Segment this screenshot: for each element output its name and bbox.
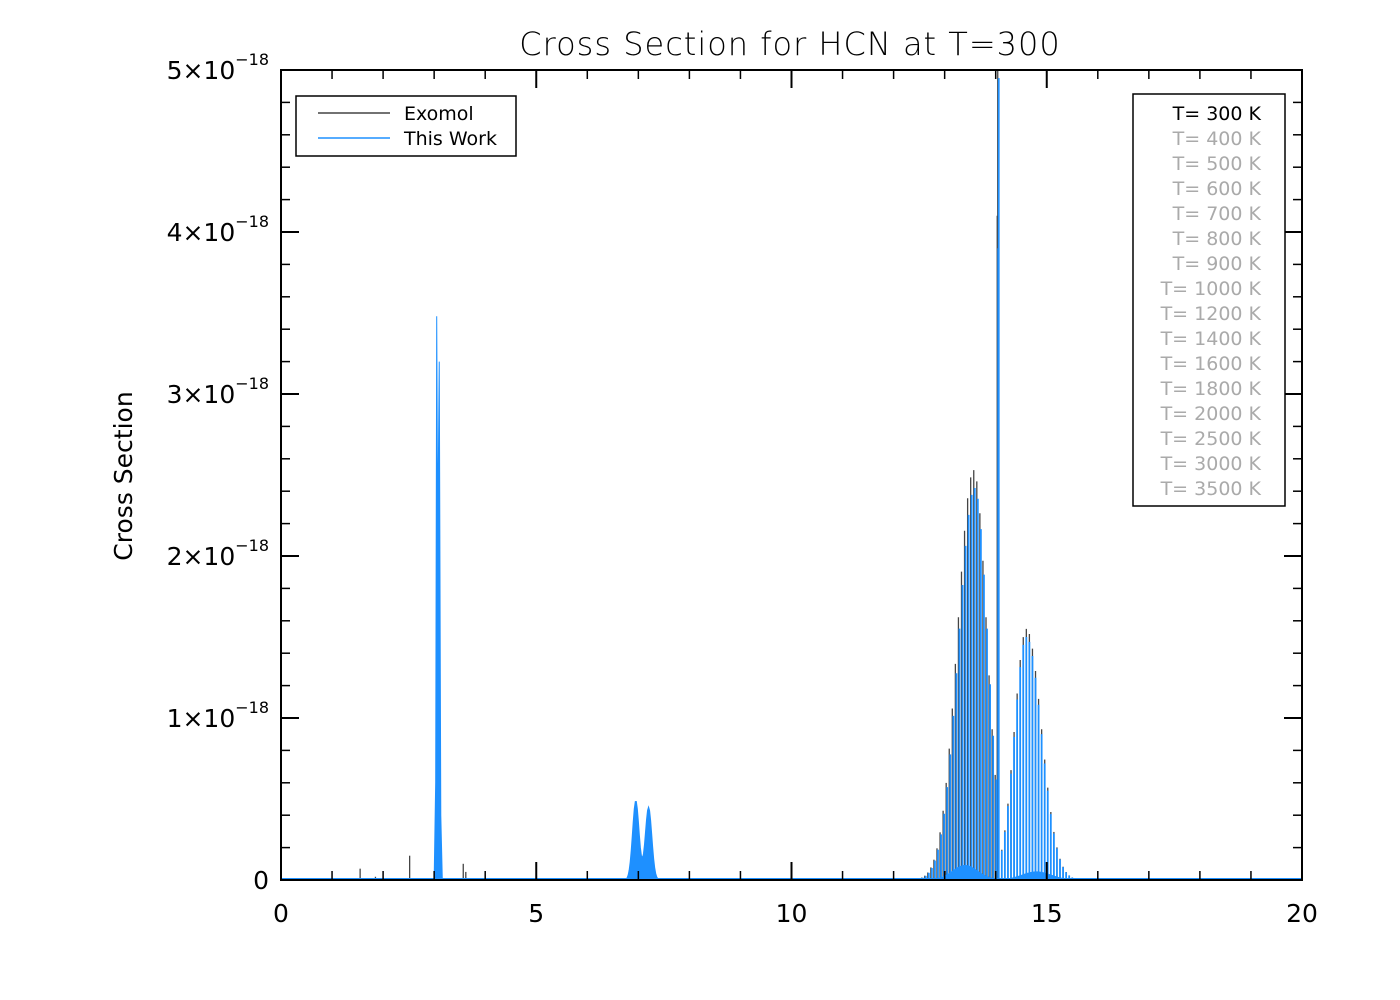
temperature-item: T= 400 K — [1172, 128, 1262, 150]
temperature-item: T= 1800 K — [1160, 378, 1262, 400]
legend-label: Exomol — [404, 103, 474, 125]
x-tick-label: 10 — [776, 899, 808, 928]
x-tick-label: 0 — [273, 899, 289, 928]
y-tick-label: 3×10−18 — [167, 374, 269, 409]
temperature-item: T= 1000 K — [1160, 278, 1262, 300]
temperature-item: T= 300 K — [1172, 103, 1262, 125]
x-tick-label: 15 — [1031, 899, 1063, 928]
temperature-legend-box — [1132, 93, 1286, 507]
x-tick-label: 20 — [1286, 899, 1318, 928]
y-tick-label: 2×10−18 — [167, 536, 269, 571]
temperature-item: T= 1200 K — [1160, 303, 1262, 325]
y-tick-exponent: −18 — [235, 374, 269, 393]
series-legend: Exomol This Work — [295, 95, 517, 157]
temperature-item: T= 2000 K — [1160, 403, 1262, 425]
temperature-item: T= 3000 K — [1160, 453, 1262, 475]
legend-label: This Work — [403, 128, 497, 150]
temperature-item: T= 900 K — [1172, 253, 1262, 275]
x-tick-label: 5 — [528, 899, 544, 928]
temperature-legend: T= 300 K T= 400 K T= 500 K T= 600 K T= 700 K… — [1132, 93, 1286, 507]
temperature-item: T= 700 K — [1172, 203, 1262, 225]
chart-title: Cross Section for HCN at T=300 — [519, 25, 1060, 63]
y-tick-mantissa: 5×10 — [167, 56, 236, 85]
temperature-item: T= 1600 K — [1160, 353, 1262, 375]
y-tick-mantissa: 0 — [253, 866, 269, 895]
y-tick-label: 1×10−18 — [167, 698, 269, 733]
y-tick-exponent: −18 — [235, 212, 269, 231]
y-tick-label: 0 — [253, 866, 269, 895]
temperature-item: T= 3500 K — [1160, 478, 1262, 500]
y-tick-mantissa: 3×10 — [167, 380, 236, 409]
y-tick-label: 5×10−18 — [167, 50, 269, 85]
legend-box — [295, 95, 517, 157]
y-tick-exponent: −18 — [235, 698, 269, 717]
temperature-item: T= 800 K — [1172, 228, 1262, 250]
y-tick-label: 4×10−18 — [167, 212, 269, 247]
y-tick-exponent: −18 — [235, 50, 269, 69]
axis-ticks: 0 5 10 15 2001×10−182×10−183×10−184×10−185×1… — [167, 50, 1318, 928]
y-tick-mantissa: 1×10 — [167, 704, 236, 733]
thiswork-band-3um — [433, 316, 443, 881]
y-tick-mantissa: 4×10 — [167, 218, 236, 247]
thiswork-band-7um — [617, 801, 669, 881]
temperature-item: T= 500 K — [1172, 153, 1262, 175]
y-tick-exponent: −18 — [235, 536, 269, 555]
y-tick-mantissa: 2×10 — [167, 542, 236, 571]
y-axis-label: Cross Section — [109, 391, 138, 560]
temperature-item: T= 600 K — [1172, 178, 1262, 200]
temperature-item: T= 1400 K — [1160, 328, 1262, 350]
temperature-item: T= 2500 K — [1160, 428, 1262, 450]
